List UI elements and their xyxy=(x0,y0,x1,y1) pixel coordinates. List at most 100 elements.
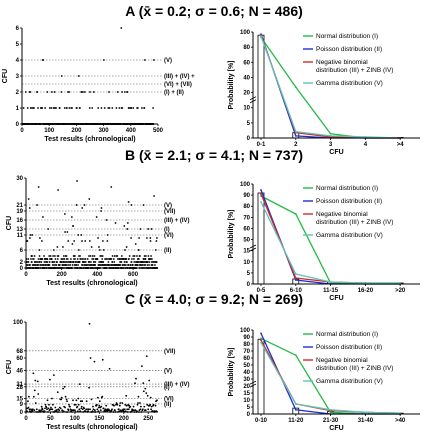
data-point xyxy=(91,258,94,260)
data-point xyxy=(139,228,142,230)
y-tick-label: 5 xyxy=(247,405,251,411)
data-point xyxy=(22,107,25,109)
series-point-poisson xyxy=(260,189,262,191)
legend-label-line: Normal distribution (I) xyxy=(316,331,378,338)
data-point xyxy=(73,403,76,406)
y-tick-label: 9 xyxy=(20,402,24,408)
legend-label-line: distribution (III) + ZINB (IV) xyxy=(316,219,393,226)
data-point xyxy=(66,258,69,260)
data-point xyxy=(53,264,56,266)
legend-label-line: Negative binomial xyxy=(316,357,368,364)
y-tick-label: 5 xyxy=(16,42,20,48)
data-point xyxy=(89,408,91,411)
y-tick-label: 68 xyxy=(16,349,23,355)
data-point xyxy=(133,409,135,412)
data-point xyxy=(143,261,146,263)
data-point xyxy=(111,255,114,257)
x-tick-label: 11-20 xyxy=(288,418,304,424)
data-point xyxy=(127,264,130,266)
x-tick-label: 0-5 xyxy=(257,288,266,294)
data-point xyxy=(81,400,84,403)
y-tick-label: 2 xyxy=(20,260,24,266)
data-point xyxy=(62,246,64,248)
data-point xyxy=(142,258,145,260)
data-point xyxy=(144,258,147,260)
data-point xyxy=(41,408,44,411)
data-point xyxy=(100,255,103,257)
series-point-normal xyxy=(329,132,332,135)
legend-label: Negative binomial distribution (III) + ZI… xyxy=(316,59,393,74)
data-point xyxy=(96,396,99,399)
y-tick-label: 80 xyxy=(243,204,250,210)
data-point xyxy=(47,407,50,410)
data-point xyxy=(56,258,59,260)
data-point xyxy=(57,189,60,191)
data-point xyxy=(145,355,148,358)
data-point xyxy=(127,408,130,411)
data-point xyxy=(113,255,116,257)
data-point xyxy=(29,237,31,239)
legend-label: Poisson distribution (II) xyxy=(316,46,382,53)
data-point xyxy=(91,107,94,109)
data-point xyxy=(44,407,46,410)
data-point xyxy=(106,234,109,236)
data-point xyxy=(88,322,91,325)
data-point xyxy=(108,264,111,266)
legend-label-line: Gamma distribution (V) xyxy=(316,232,383,239)
x-tick-label: 6-10 xyxy=(290,288,303,294)
data-point xyxy=(144,264,147,266)
data-point xyxy=(66,400,68,403)
x-tick-label: 0 xyxy=(24,416,28,422)
data-point xyxy=(76,405,79,408)
data-point xyxy=(150,255,152,257)
data-point xyxy=(55,409,58,412)
data-point xyxy=(81,264,84,266)
data-point xyxy=(136,107,139,109)
data-point xyxy=(130,261,133,263)
data-point xyxy=(53,107,56,109)
y-tick-label: 19 xyxy=(16,209,23,215)
data-point xyxy=(152,107,155,109)
y-tick-label: 16 xyxy=(16,218,23,224)
data-point xyxy=(98,249,101,251)
data-point xyxy=(81,207,84,209)
data-point xyxy=(131,258,133,260)
data-point xyxy=(66,264,68,266)
data-point xyxy=(73,409,76,412)
y-tick-label: 100 xyxy=(240,328,251,334)
data-point xyxy=(136,255,138,257)
data-point xyxy=(85,400,88,403)
data-point xyxy=(119,402,122,404)
x-tick-label: 16-20 xyxy=(358,288,374,294)
data-point xyxy=(139,255,141,257)
y-axis-title: Probability [%] xyxy=(228,347,235,396)
data-point xyxy=(134,409,137,412)
data-point xyxy=(64,231,66,233)
data-point xyxy=(129,405,132,408)
data-point xyxy=(50,406,52,409)
data-point xyxy=(54,258,57,260)
data-point xyxy=(143,405,146,408)
y-tick-label: 30 xyxy=(243,377,250,383)
series-point-negbin xyxy=(260,193,262,195)
data-point xyxy=(90,398,93,401)
data-point xyxy=(49,258,51,260)
data-point xyxy=(76,258,79,260)
y-tick-label: 20 xyxy=(243,384,250,390)
data-point xyxy=(70,258,72,260)
data-point xyxy=(68,403,70,406)
data-point xyxy=(120,255,123,257)
data-point xyxy=(32,372,35,375)
data-point xyxy=(29,264,32,266)
series-point-gamma xyxy=(260,35,262,38)
data-point xyxy=(118,404,121,407)
x-tick-label: 150 xyxy=(94,416,105,422)
data-point xyxy=(128,255,131,257)
data-point xyxy=(60,75,63,77)
data-point xyxy=(117,408,120,411)
axis-break xyxy=(249,244,257,249)
data-point xyxy=(123,225,126,227)
y-tick-label: 0 xyxy=(247,136,251,142)
data-point xyxy=(61,258,64,260)
legend-label: Poisson distribution (II) xyxy=(316,344,382,351)
